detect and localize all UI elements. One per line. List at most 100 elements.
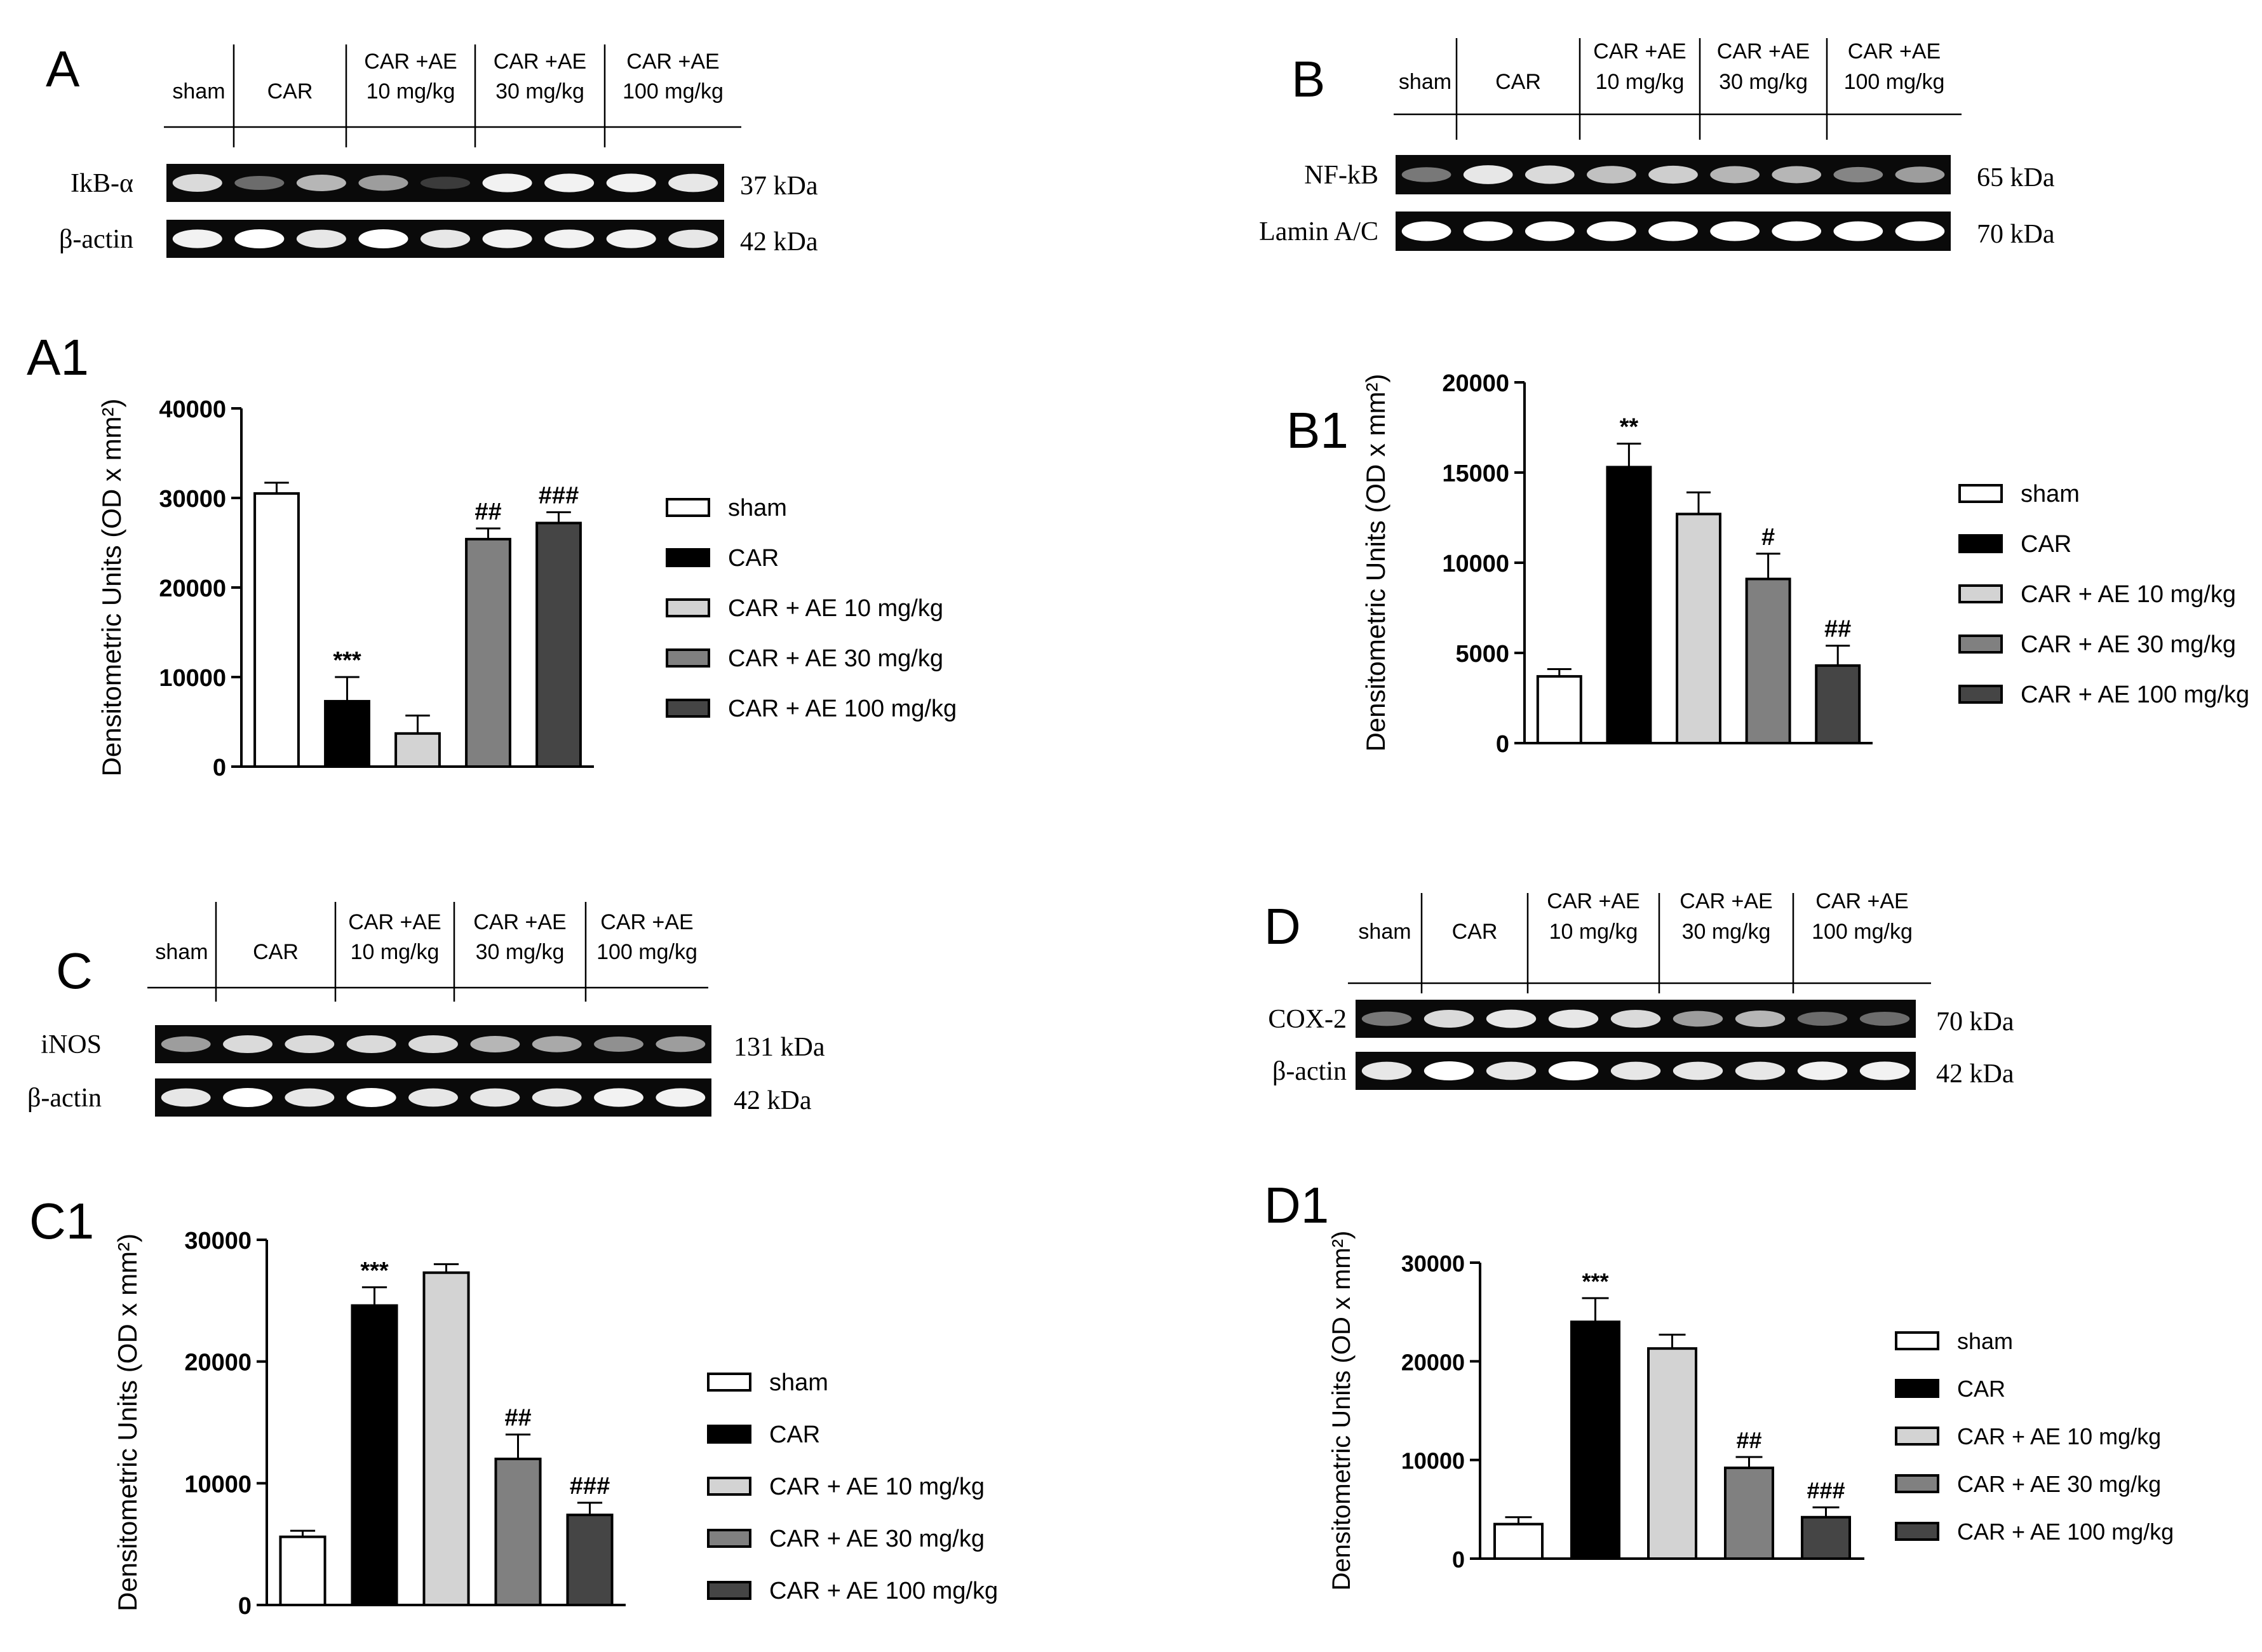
- legend-swatch: [1895, 1379, 1939, 1398]
- blot-band: [420, 177, 471, 189]
- blot-band: [408, 1035, 458, 1054]
- lane-label: CAR +AE: [1848, 39, 1941, 64]
- y-tick-label: 0: [1496, 731, 1509, 758]
- lane-label: CAR +AE: [364, 50, 457, 74]
- legend-label: sham: [769, 1369, 828, 1396]
- lane-label: 30 mg/kg: [495, 79, 584, 104]
- blot-band: [668, 173, 718, 192]
- blot-band: [668, 229, 718, 248]
- legend-label: sham: [1957, 1328, 2013, 1354]
- panel-letter: D: [1264, 898, 1301, 955]
- blot-band: [1735, 1061, 1786, 1080]
- legend-swatch: [1958, 534, 2003, 553]
- legend-swatch: [666, 699, 710, 718]
- blot-row-label: β-actin: [27, 1084, 102, 1113]
- blot-band: [656, 1088, 706, 1107]
- blot-band: [532, 1036, 582, 1052]
- bar-1: [1606, 466, 1652, 744]
- blot-band: [1587, 166, 1636, 184]
- bar-0: [1536, 675, 1582, 745]
- blot-band: [606, 173, 656, 192]
- y-tick-label: 10000: [1401, 1448, 1465, 1474]
- legend-label: CAR: [2021, 531, 2071, 558]
- chart-b1: B1 0 5000 10000 15000 20000 Densitometric Unit…: [1286, 370, 2249, 758]
- blot-band: [606, 229, 656, 248]
- blot-band: [1772, 221, 1822, 241]
- kda-label: 70 kDa: [1977, 220, 2055, 249]
- blot-band: [1833, 166, 1883, 183]
- blot-row-label: IkB-α: [71, 169, 133, 198]
- blot-row-label: β-actin: [59, 225, 133, 254]
- significance-label: ##: [475, 499, 501, 525]
- blot-band: [532, 1088, 582, 1107]
- bar-0: [279, 1535, 327, 1607]
- legend-label: CAR + AE 100 mg/kg: [1957, 1519, 2174, 1545]
- blot-band: [1463, 221, 1513, 241]
- legend-swatch: [707, 1477, 751, 1496]
- legend-label: CAR + AE 30 mg/kg: [2021, 631, 2236, 658]
- bar-4: [535, 521, 582, 768]
- blot-band: [172, 229, 222, 248]
- blot-band: [234, 229, 285, 248]
- blot-band: [1463, 165, 1513, 184]
- legend-swatch: [707, 1425, 751, 1444]
- y-tick-label: 0: [238, 1593, 252, 1620]
- legend-label: CAR + AE 100 mg/kg: [2021, 682, 2249, 708]
- lane-label: 10 mg/kg: [1549, 920, 1638, 944]
- lane-label: CAR +AE: [600, 910, 693, 934]
- y-tick-label: 10000: [184, 1471, 252, 1498]
- y-tick-label: 30000: [184, 1228, 252, 1254]
- legend-swatch: [707, 1529, 751, 1548]
- legend-label: CAR + AE 10 mg/kg: [728, 595, 943, 622]
- legend-label: CAR + AE 10 mg/kg: [2021, 581, 2236, 608]
- blot-band: [358, 229, 408, 248]
- blot-band: [296, 229, 346, 248]
- lane-label: 10 mg/kg: [351, 940, 440, 964]
- chart-d1: D1 0 10000 20000 30000 Densitometric Units (O…: [1264, 1177, 2174, 1590]
- legend-swatch: [707, 1373, 751, 1392]
- bar-3: [1745, 577, 1791, 744]
- blot-band: [346, 1088, 396, 1107]
- significance-label: ***: [333, 647, 361, 674]
- lane-label: 100 mg/kg: [1812, 920, 1913, 944]
- lane-label: 10 mg/kg: [367, 79, 455, 104]
- kda-label: 65 kDa: [1977, 163, 2055, 192]
- blot-band: [1895, 221, 1945, 241]
- legend-label: sham: [2021, 481, 2080, 507]
- lane-label: CAR +AE: [1815, 889, 1908, 913]
- lane-label: CAR +AE: [348, 910, 441, 934]
- blot-band: [161, 1036, 211, 1052]
- legend-swatch: [1895, 1427, 1939, 1446]
- y-tick-label: 10000: [1442, 551, 1509, 577]
- lane-label: 30 mg/kg: [1682, 920, 1771, 944]
- y-axis-label: Densitometric Units (OD x mm²): [97, 398, 126, 776]
- blot-band: [1673, 1061, 1723, 1080]
- bar-3: [1723, 1467, 1775, 1560]
- legend-label: CAR + AE 30 mg/kg: [728, 645, 943, 672]
- lane-label: sham: [172, 79, 225, 104]
- y-tick-label: 5000: [1455, 641, 1509, 668]
- y-tick-label: 20000: [1442, 370, 1509, 397]
- y-axis-label: Densitometric Units (OD x mm²): [1361, 373, 1390, 751]
- lane-label: 30 mg/kg: [476, 940, 565, 964]
- significance-label: ***: [360, 1258, 389, 1284]
- lane-label: CAR: [267, 79, 313, 104]
- significance-label: #: [1761, 524, 1775, 551]
- lane-label: CAR +AE: [1680, 889, 1772, 913]
- blot-band: [1587, 221, 1636, 241]
- blot-band: [544, 229, 595, 248]
- blot-band: [1401, 167, 1451, 182]
- legend-label: CAR + AE 100 mg/kg: [728, 695, 957, 722]
- bar-4: [1800, 1515, 1852, 1561]
- chart-letter: C1: [29, 1193, 94, 1249]
- lane-label: 100 mg/kg: [1844, 70, 1945, 94]
- panel-letter: A: [46, 41, 80, 97]
- lane-label: CAR +AE: [1593, 39, 1686, 64]
- blot-band: [470, 1088, 520, 1107]
- blot-band: [1548, 1061, 1599, 1080]
- blot-band: [1772, 166, 1822, 184]
- y-tick-label: 20000: [159, 575, 226, 602]
